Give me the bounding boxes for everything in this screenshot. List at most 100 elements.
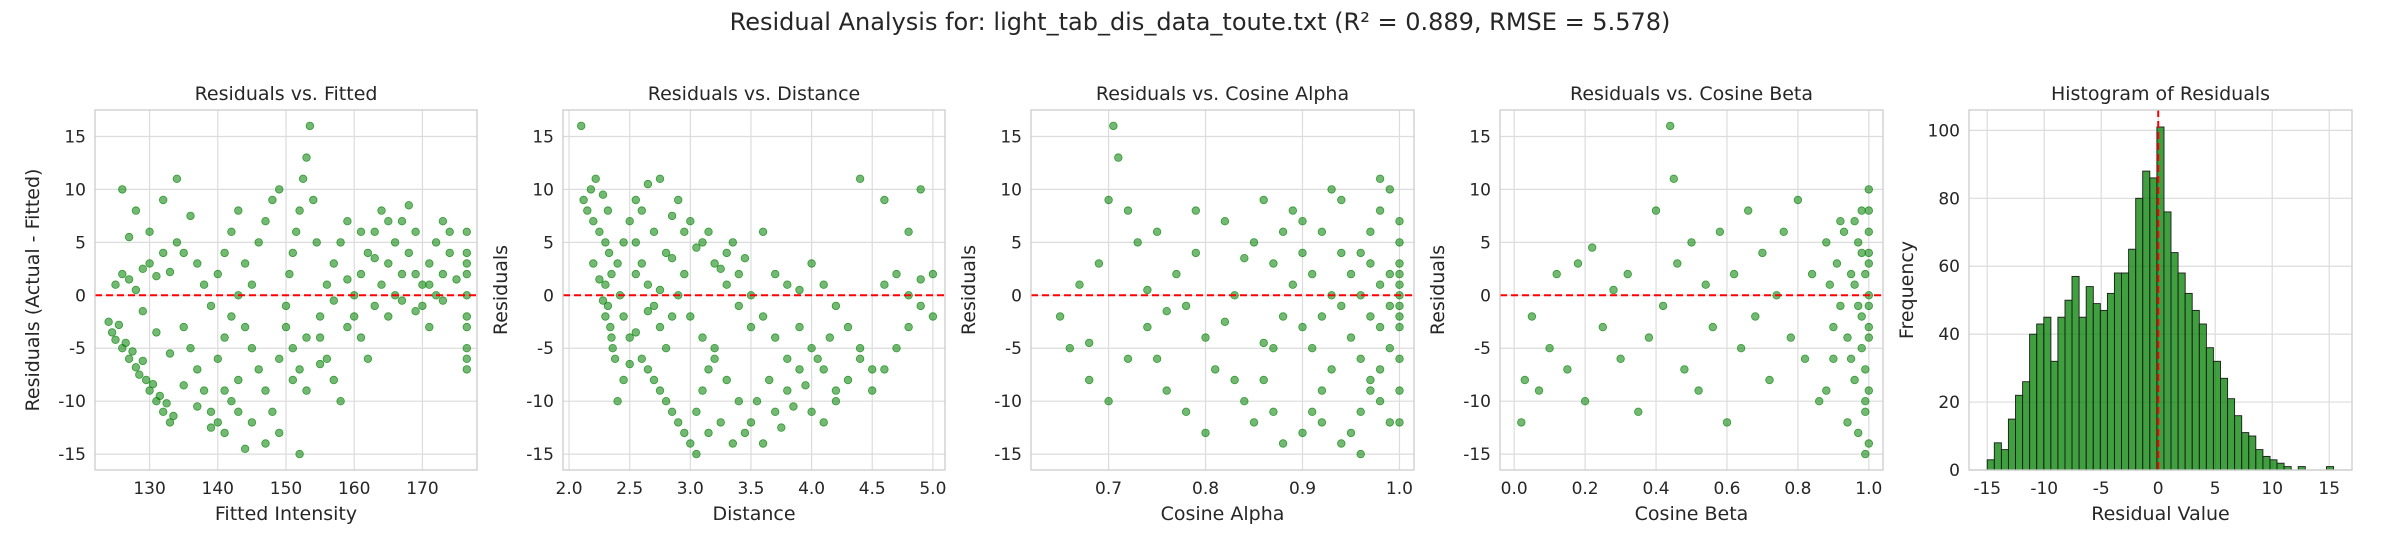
scatter-point [667,407,677,416]
scatter-point [1356,407,1365,416]
data-marks [1055,121,1404,459]
y-tick-labels: -15 -10 -5 0 5 10 15 [994,127,1022,465]
scatter-point [843,375,853,385]
scatter-point [734,301,743,311]
scatter-point [462,354,471,363]
scatter-point [637,206,646,215]
scatter-point [619,375,628,385]
scatter-point [295,449,304,459]
scatter-point [758,439,768,448]
histogram-bar [2022,381,2031,471]
scatter-point [880,280,889,289]
scatter-point [111,280,120,289]
scatter-point [1861,407,1870,416]
scatter-point [1825,280,1834,289]
scatter-point [1395,259,1404,268]
scatter-point [1240,397,1249,406]
scatter-point [1191,206,1200,215]
y-tick-label: -5 [1005,339,1022,359]
x-tick-label: 5.0 [919,479,946,499]
scatter-point [1269,344,1278,353]
scatter-point [1230,375,1239,385]
scatter-point [807,344,816,353]
y-tick-label: 20 [1938,393,1960,413]
scatter-point [1861,365,1870,374]
scatter-point [1395,301,1404,311]
panel-1: 130 140 150 160 170 -15 -10 -5 0 5 10 15 Residuals v… [22,83,478,525]
scatter-point [227,312,236,321]
scatter-point [1181,301,1191,311]
scatter-point [649,301,659,311]
figure-title: Residual Analysis for: light_tab_dis_dat… [730,8,1671,36]
scatter-point [1375,280,1385,289]
scatter-point [1864,439,1873,448]
x-tick-label: 0 [2153,479,2164,499]
y-tick-label: 0 [1949,461,1960,481]
y-tick-label: 5 [75,233,86,253]
histogram-bar [2163,211,2172,471]
scatter-point [462,248,471,258]
scatter-point [722,280,731,289]
scatter-point [667,254,677,263]
scatter-point [704,428,713,438]
x-tick-label: 130 [133,479,165,499]
scatter-point [1850,216,1859,226]
scatter-point [240,444,250,453]
scatter-point [384,259,393,268]
scatter-point [1779,227,1788,236]
scatter-point [247,280,257,289]
scatter-point [1857,206,1866,215]
scatter-point [411,307,420,316]
scatter-point [1133,238,1142,247]
histogram-bar [2177,272,2186,471]
scatter-point [131,285,141,295]
scatter-point [268,407,277,416]
scatter-point [206,423,216,432]
scatter-point [813,354,822,363]
x-tick-label: 15 [2318,479,2340,499]
scatter-point [227,227,236,236]
x-tick-label: 3.5 [737,479,764,499]
x-tick-labels: 0.7 0.8 0.9 1.0 [1095,479,1413,499]
scatter-point [1259,195,1268,205]
scatter-point [169,411,178,421]
scatter-point [1259,338,1268,348]
histogram-bar [2128,248,2137,471]
x-tick-label: 0.9 [1289,479,1316,499]
scatter-point [462,365,471,374]
y-tick-label: -10 [994,392,1022,412]
scatter-point [1861,397,1870,406]
scatter-point [179,381,188,390]
scatter-point [1836,301,1845,311]
y-tick-label: 15 [532,127,554,147]
y-tick-label: 10 [532,180,554,200]
scatter-point [138,264,147,273]
y-tick-labels: -15 -10 -5 0 5 10 15 [526,127,554,465]
scatter-point [148,380,158,389]
scatter-point [1201,428,1210,438]
scatter-point [1395,280,1404,289]
scatter-point [462,344,471,353]
scatter-point [1743,206,1753,215]
x-axis-label: Cosine Beta [1635,503,1749,525]
scatter-point [261,386,270,395]
scatter-point [601,312,610,321]
scatter-point [765,375,774,385]
histogram-bar [2234,415,2243,471]
scatter-point [1366,375,1375,385]
scatter-point [1836,216,1845,226]
y-tick-label: 15 [1469,127,1491,147]
scatter-point [655,322,665,332]
scatter-point [704,365,713,374]
scatter-point [1123,354,1133,363]
scatter-point [186,211,195,221]
data-marks [1517,121,1873,459]
scatter-point [227,397,236,406]
scatter-point [1104,397,1113,406]
scatter-point [928,269,938,279]
scatter-point [649,375,659,385]
scatter-point [643,179,653,189]
x-axis-label: Cosine Alpha [1161,503,1285,525]
y-axis-label: Residuals [1427,245,1449,335]
scatter-point [1822,386,1831,395]
